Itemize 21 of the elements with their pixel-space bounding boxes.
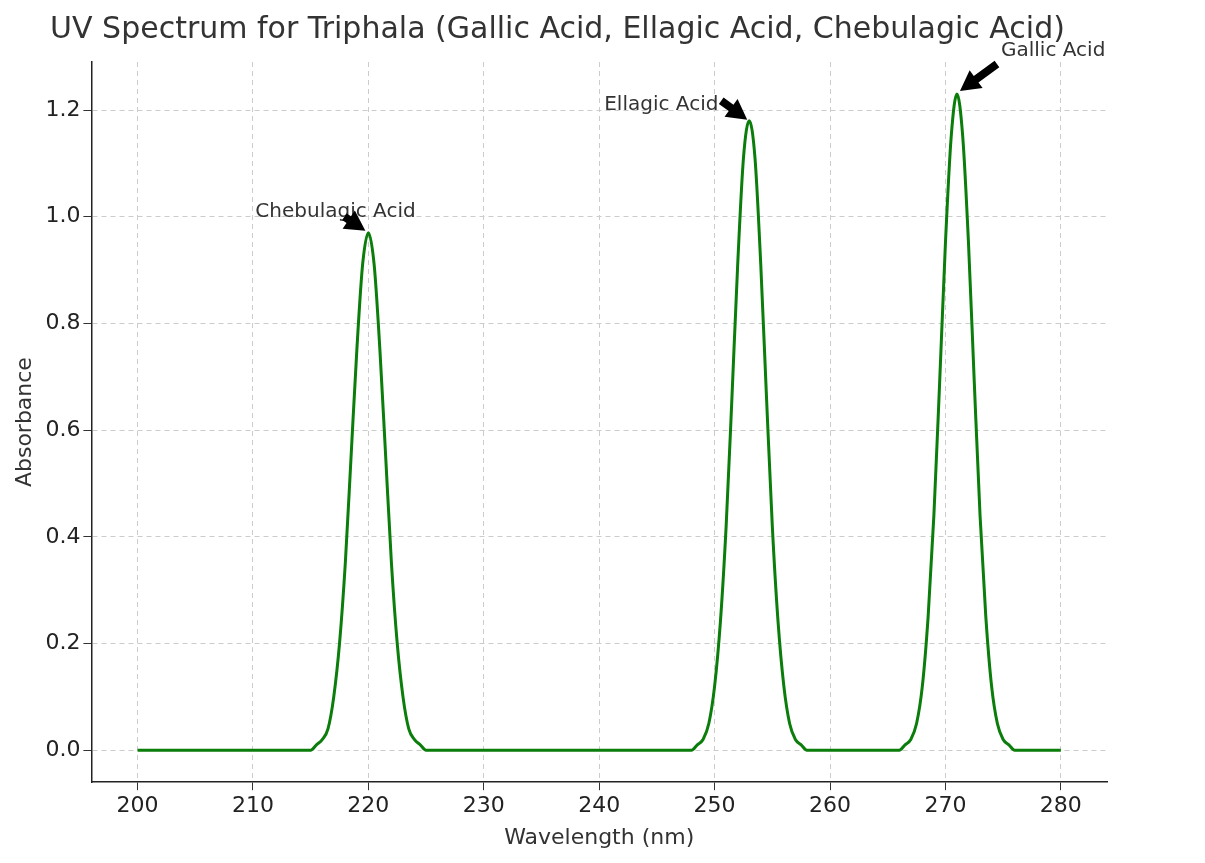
x-tick-label: 230	[462, 792, 505, 818]
x-tick-label: 200	[116, 792, 159, 818]
x-tick-label: 220	[347, 792, 390, 818]
x-tick-label: 280	[1039, 792, 1082, 818]
y-tick-label: 0.4	[45, 522, 81, 548]
y-axis-title: Absorbance	[10, 357, 36, 488]
x-tick-label: 250	[693, 792, 736, 818]
annotation: Ellagic Acid	[604, 90, 719, 115]
y-tick-label: 0.0	[45, 735, 81, 761]
y-tick-label: 0.2	[45, 629, 81, 655]
x-tick-label: 260	[809, 792, 852, 818]
annotation: Chebulagic Acid	[255, 197, 416, 222]
line-series	[136, 92, 1063, 752]
x-tick-label: 270	[924, 792, 967, 818]
x-axis-title: Wavelength (nm)	[504, 823, 695, 849]
y-tick-label: 0.6	[45, 415, 81, 441]
x-tick-label: 240	[578, 792, 621, 818]
y-tick-label: 1.2	[45, 95, 81, 121]
x-tick-label: 210	[231, 792, 274, 818]
y-tick-label: 0.8	[45, 309, 81, 335]
y-tick-label: 1.0	[45, 202, 81, 228]
